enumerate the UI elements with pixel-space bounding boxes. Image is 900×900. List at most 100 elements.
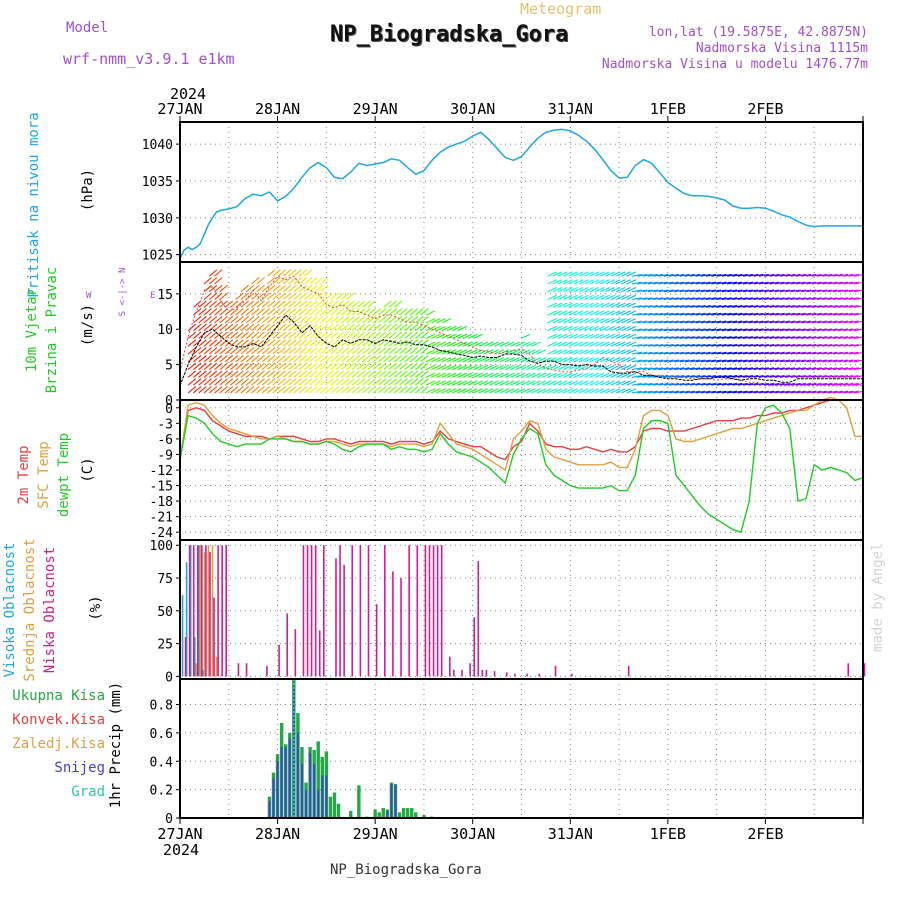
wind-barb xyxy=(256,308,265,316)
wind-barb xyxy=(187,339,197,347)
wind-barb xyxy=(367,354,376,363)
wind-barb xyxy=(711,305,722,308)
wind-barb xyxy=(557,325,568,332)
wind-barb xyxy=(277,339,286,347)
wind-barb xyxy=(742,359,753,363)
wind-barb xyxy=(489,349,499,355)
wind-barb xyxy=(557,388,568,394)
wind-barb xyxy=(690,382,701,386)
wind-barb xyxy=(631,305,642,308)
wind-barb xyxy=(346,323,355,332)
wind-barb xyxy=(489,388,499,394)
wind-barb xyxy=(536,357,547,363)
wind-barb xyxy=(626,287,637,293)
wind-barb xyxy=(695,320,706,324)
wind-barb xyxy=(372,378,382,386)
wind-barb xyxy=(832,281,843,285)
wind-barb xyxy=(568,302,578,308)
wind-barb xyxy=(684,359,695,363)
wind-barb xyxy=(758,328,769,332)
wind-barb xyxy=(674,367,685,371)
wind-barb xyxy=(383,370,392,378)
wind-barb xyxy=(314,308,323,316)
wind-barb xyxy=(684,343,695,347)
wind-barb xyxy=(277,277,286,285)
wind-barb xyxy=(695,312,706,316)
wind-barb xyxy=(547,372,557,378)
wind-barb xyxy=(594,279,605,285)
wind-barb xyxy=(758,320,769,324)
wind-barb xyxy=(547,380,557,386)
wind-barb xyxy=(425,364,436,371)
wind-barb xyxy=(785,312,796,316)
wind-barb xyxy=(372,370,382,378)
wind-barb xyxy=(219,308,228,316)
wind-barb xyxy=(341,378,350,386)
wind-barb xyxy=(605,310,615,316)
wind-barb xyxy=(515,372,526,378)
wind-barb xyxy=(425,357,436,363)
wind-barb xyxy=(658,359,669,363)
wind-barb xyxy=(208,347,218,355)
wind-barb xyxy=(388,378,397,386)
wind-barb xyxy=(330,323,339,332)
wind-barb xyxy=(753,281,764,285)
wind-barb xyxy=(832,305,843,308)
wind-barb xyxy=(335,370,345,378)
wind-barb xyxy=(383,347,392,355)
wind-barb xyxy=(208,300,218,308)
wind-barb xyxy=(378,386,387,394)
wind-barb xyxy=(584,318,594,324)
precip-snow-bar xyxy=(325,775,328,818)
wind-barb xyxy=(261,347,271,355)
wind-barb xyxy=(330,339,339,347)
wind-barb xyxy=(452,357,462,363)
wind-barb xyxy=(235,339,244,347)
wind-barb xyxy=(642,375,653,378)
wind-barb xyxy=(505,349,515,355)
wind-barb xyxy=(758,351,769,355)
wind-barb xyxy=(716,359,727,363)
wind-barb xyxy=(774,367,785,371)
wind-barb xyxy=(552,318,563,324)
wind-barb xyxy=(520,364,531,371)
wind-barb xyxy=(700,367,711,371)
wind-barb xyxy=(198,362,207,370)
wind-barb xyxy=(658,297,669,301)
wind-barb xyxy=(758,312,769,316)
wind-barb xyxy=(293,378,302,386)
wind-barb xyxy=(573,341,584,347)
wind-barb xyxy=(542,357,552,363)
wind-barb xyxy=(753,273,764,277)
wind-barb xyxy=(769,343,780,347)
wind-barb xyxy=(848,289,859,293)
wind-barb xyxy=(351,339,360,347)
x-tick-label-top: 29JAN xyxy=(353,100,398,118)
wind-barb xyxy=(552,333,563,339)
wind-barb xyxy=(621,364,631,371)
wind-barb xyxy=(679,375,690,378)
wind-barb xyxy=(494,341,504,347)
wind-barb xyxy=(742,343,753,347)
wind-barb xyxy=(446,325,457,332)
wind-barb xyxy=(843,343,854,347)
wind-barb xyxy=(785,320,796,324)
wind-barb xyxy=(769,328,780,332)
wind-barb xyxy=(674,359,685,363)
wind-barb xyxy=(314,323,323,332)
wind-barb xyxy=(193,378,202,386)
precip-total-bar xyxy=(397,812,402,818)
wind-barb xyxy=(351,300,360,308)
wind-barb xyxy=(647,382,658,386)
wind-barb xyxy=(383,308,392,316)
wind-barb xyxy=(319,331,329,339)
wind-barb xyxy=(610,302,621,308)
wind-barb xyxy=(288,292,297,300)
wind-barb xyxy=(489,372,499,378)
wind-barb xyxy=(716,375,727,378)
wind-barb xyxy=(251,378,260,386)
wind-barb xyxy=(568,294,578,301)
wind-barb xyxy=(489,357,499,363)
wind-barb xyxy=(721,351,732,355)
wind-barb xyxy=(330,315,339,324)
